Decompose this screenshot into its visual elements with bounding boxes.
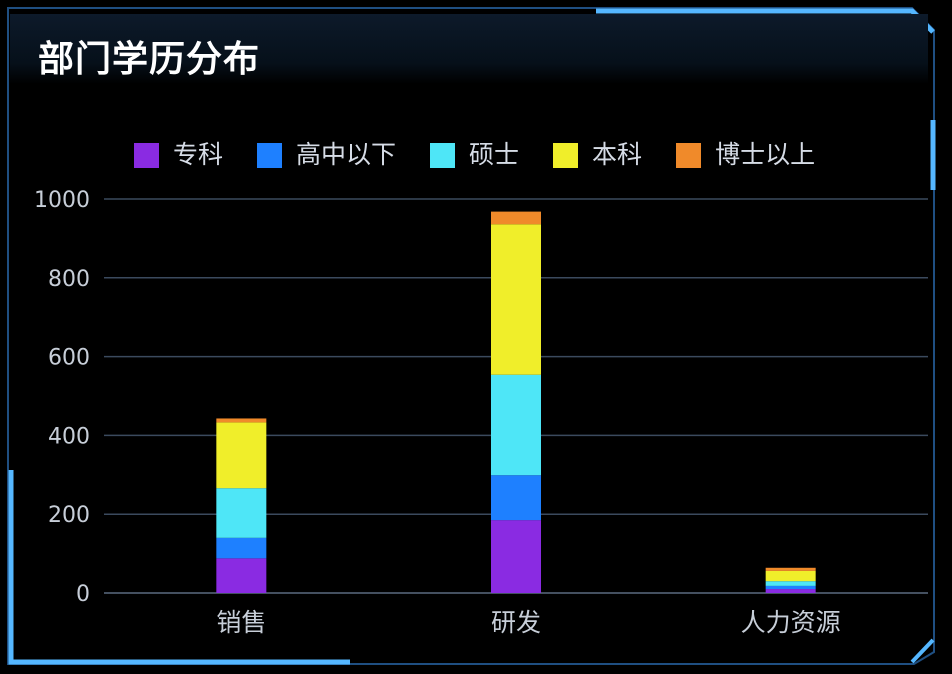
x-category-label: 研发: [491, 608, 541, 637]
legend-item-gaozhong[interactable]: 高中以下: [257, 140, 396, 170]
x-category-label: 销售: [216, 608, 266, 637]
legend-swatch: [676, 142, 702, 168]
bar-segment[interactable]: [216, 558, 267, 593]
title-bar: [10, 14, 928, 84]
x-category-label: 人力资源: [741, 608, 841, 637]
chart-title: 部门学历分布: [38, 39, 261, 80]
bar-segment[interactable]: [491, 520, 541, 593]
legend-label: 博士以上: [715, 140, 816, 169]
bar-segment[interactable]: [216, 537, 267, 559]
bar-segment[interactable]: [491, 374, 541, 476]
legend-label: 高中以下: [296, 140, 397, 169]
legend-label: 专科: [173, 140, 224, 169]
y-tick-label: 0: [76, 582, 90, 607]
bar-segment[interactable]: [491, 475, 541, 521]
legend-item-benke[interactable]: 本科: [553, 140, 642, 170]
bar-segment[interactable]: [216, 488, 267, 538]
legend-swatch: [430, 142, 456, 168]
bar-segment[interactable]: [765, 570, 816, 582]
legend-item-zhuanke[interactable]: 专科: [134, 140, 223, 170]
y-tick-label: 200: [48, 503, 90, 528]
y-tick-label: 1000: [34, 188, 90, 213]
y-tick-label: 600: [48, 346, 90, 371]
bar-segment[interactable]: [216, 418, 267, 423]
legend-item-shuoshi[interactable]: 硕士: [430, 140, 519, 170]
bar-segment[interactable]: [491, 211, 541, 225]
y-tick-label: 800: [48, 267, 90, 292]
legend-swatch: [134, 142, 159, 168]
bar-segment[interactable]: [765, 581, 816, 586]
chart-legend: 专科 高中以下 硕士 本科 博士以上: [134, 138, 849, 172]
bar-segment[interactable]: [765, 589, 816, 593]
legend-label: 本科: [592, 140, 643, 169]
bar-segment[interactable]: [491, 224, 541, 375]
bar-segment[interactable]: [216, 422, 267, 489]
bar-segment[interactable]: [765, 585, 816, 590]
y-tick-label: 400: [48, 424, 90, 449]
legend-item-boshi[interactable]: 博士以上: [676, 140, 815, 170]
legend-label: 硕士: [469, 140, 520, 169]
bar-segment[interactable]: [765, 567, 816, 571]
legend-swatch: [553, 142, 579, 168]
legend-swatch: [257, 142, 283, 168]
